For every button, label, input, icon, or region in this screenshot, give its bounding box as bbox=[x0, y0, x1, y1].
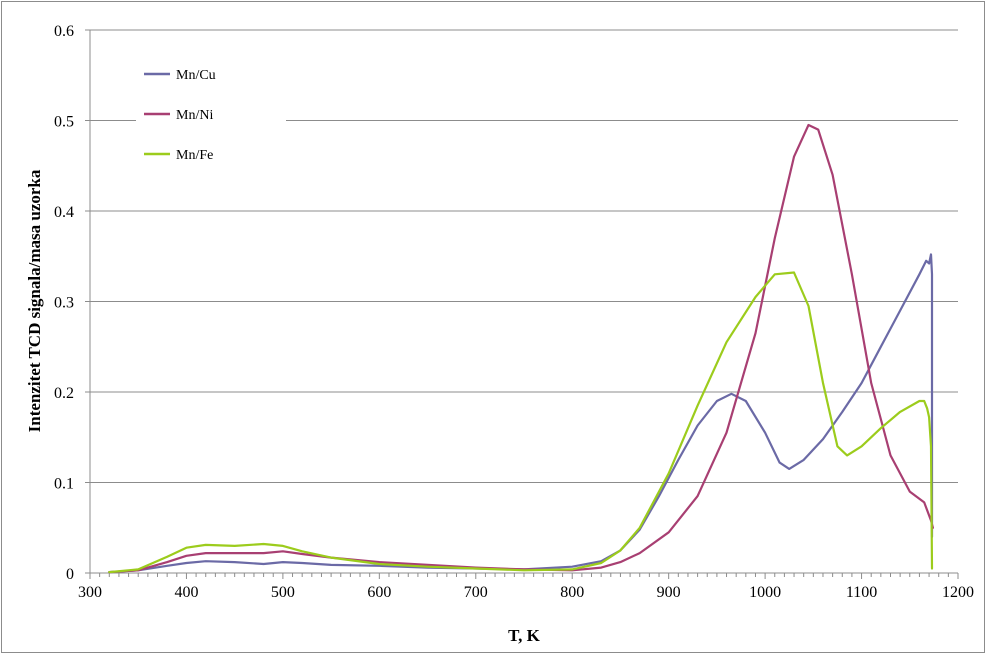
x-tick-label: 300 bbox=[78, 584, 102, 601]
x-tick-label: 500 bbox=[271, 584, 295, 601]
legend: Mn/Cu Mn/Ni Mn/Fe bbox=[136, 58, 286, 186]
series-line-mn-cu bbox=[108, 253, 934, 574]
y-tick-label: 0.6 bbox=[54, 23, 74, 40]
x-tick-label: 800 bbox=[560, 584, 584, 601]
y-tick-label: 0.1 bbox=[54, 476, 74, 493]
y-tick-label: 0.2 bbox=[54, 385, 74, 402]
y-tick-label: 0 bbox=[66, 566, 74, 583]
x-axis-title: T, K bbox=[508, 626, 541, 645]
x-tick-label: 1000 bbox=[749, 584, 781, 601]
series-lines bbox=[108, 123, 934, 574]
series-line-mn-ni bbox=[108, 123, 934, 574]
legend-label: Mn/Fe bbox=[176, 148, 213, 163]
x-tick-label: 1100 bbox=[846, 584, 877, 601]
x-ticks: 300 400 500 600 700 800 900 1000 1100 1200 bbox=[78, 573, 974, 601]
legend-box bbox=[136, 58, 286, 186]
y-ticks: 0 0.1 0.2 0.3 0.4 0.5 0.6 bbox=[54, 23, 90, 583]
x-tick-label: 700 bbox=[464, 584, 488, 601]
x-tick-label: 1200 bbox=[942, 584, 974, 601]
legend-label: Mn/Ni bbox=[176, 108, 213, 123]
x-tick-label: 600 bbox=[367, 584, 391, 601]
y-axis-title: Intenzitet TCD signala/masa uzorka bbox=[25, 169, 44, 432]
y-tick-label: 0.5 bbox=[54, 114, 74, 131]
y-tick-label: 0.3 bbox=[54, 295, 74, 312]
series-line-mn-fe bbox=[108, 271, 934, 574]
y-tick-label: 0.4 bbox=[54, 204, 74, 221]
x-tick-label: 400 bbox=[174, 584, 198, 601]
legend-label: Mn/Cu bbox=[176, 68, 216, 83]
x-tick-label: 900 bbox=[657, 584, 681, 601]
